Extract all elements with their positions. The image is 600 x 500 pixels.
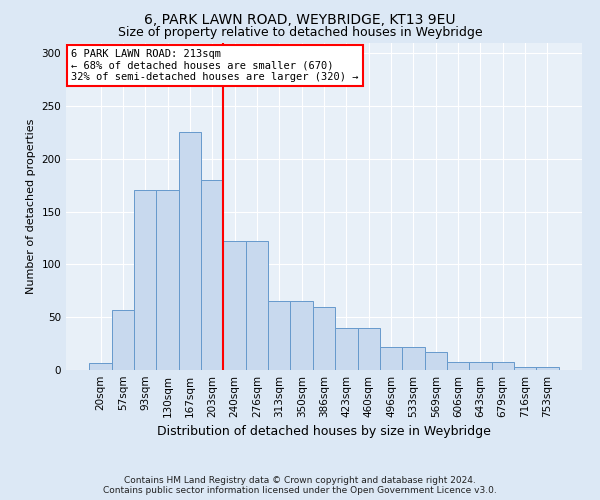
Bar bbox=[223, 241, 246, 370]
Bar bbox=[112, 310, 134, 370]
Bar bbox=[179, 132, 201, 370]
Bar bbox=[246, 241, 268, 370]
Bar bbox=[157, 190, 179, 370]
Bar bbox=[514, 367, 536, 370]
Bar bbox=[469, 362, 491, 370]
Bar bbox=[290, 302, 313, 370]
Text: 6 PARK LAWN ROAD: 213sqm
← 68% of detached houses are smaller (670)
32% of semi-: 6 PARK LAWN ROAD: 213sqm ← 68% of detach… bbox=[71, 49, 359, 82]
Text: Contains HM Land Registry data © Crown copyright and database right 2024.
Contai: Contains HM Land Registry data © Crown c… bbox=[103, 476, 497, 495]
Text: 6, PARK LAWN ROAD, WEYBRIDGE, KT13 9EU: 6, PARK LAWN ROAD, WEYBRIDGE, KT13 9EU bbox=[144, 12, 456, 26]
Bar bbox=[134, 190, 157, 370]
Bar bbox=[425, 352, 447, 370]
Bar bbox=[313, 306, 335, 370]
Bar bbox=[536, 367, 559, 370]
Bar bbox=[335, 328, 358, 370]
Bar bbox=[447, 362, 469, 370]
Bar bbox=[201, 180, 223, 370]
Text: Size of property relative to detached houses in Weybridge: Size of property relative to detached ho… bbox=[118, 26, 482, 39]
Bar bbox=[380, 347, 402, 370]
X-axis label: Distribution of detached houses by size in Weybridge: Distribution of detached houses by size … bbox=[157, 426, 491, 438]
Bar bbox=[89, 362, 112, 370]
Bar bbox=[402, 347, 425, 370]
Bar bbox=[268, 302, 290, 370]
Y-axis label: Number of detached properties: Number of detached properties bbox=[26, 118, 36, 294]
Bar bbox=[491, 362, 514, 370]
Bar bbox=[358, 328, 380, 370]
